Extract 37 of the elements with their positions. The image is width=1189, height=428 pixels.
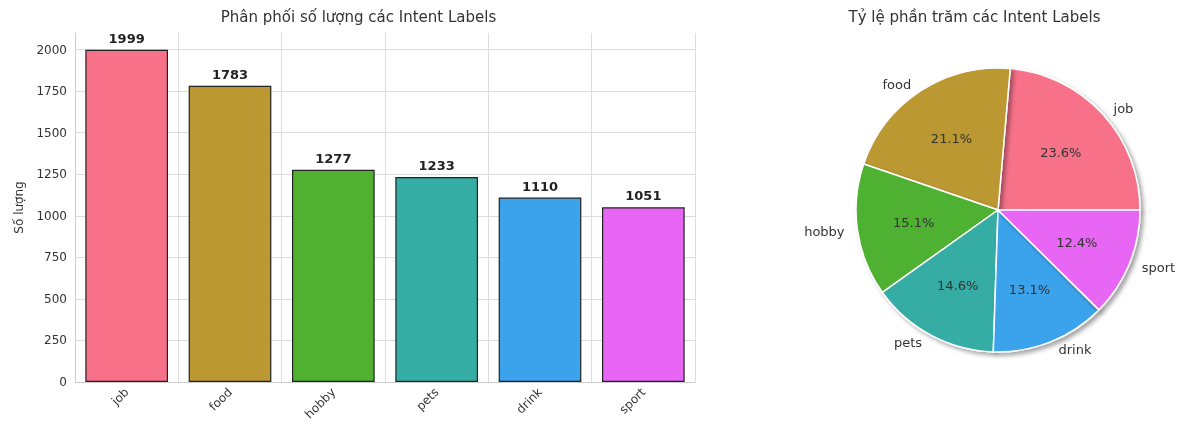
data-label: 1110 [521, 178, 559, 194]
data-label: 1233 [418, 158, 455, 174]
data-label: 1277 [315, 150, 352, 166]
y-tick-label: 250 [44, 333, 67, 348]
y-tick-label: 500 [44, 291, 67, 306]
slice-label: food [882, 76, 912, 92]
data-label: 21.1% [930, 131, 973, 147]
y-tick-label: 1750 [36, 84, 67, 99]
slice-label: hobby [804, 224, 845, 240]
data-label: 23.6% [1040, 144, 1082, 160]
bar [85, 49, 168, 382]
slice-label: job [1112, 101, 1134, 117]
bar [292, 169, 375, 382]
data-label: 12.4% [1056, 234, 1098, 250]
bar [498, 197, 582, 382]
y-tick-label: 1000 [36, 208, 67, 223]
y-tick-label: 750 [44, 250, 67, 265]
data-label: 1999 [108, 30, 145, 46]
y-tick-label: 1250 [36, 167, 67, 182]
slice-label: drink [1058, 341, 1092, 357]
bar [188, 85, 272, 382]
chart-title: Tỷ lệ phần trăm các Intent Labels [847, 7, 1101, 26]
y-tick-label: 2000 [36, 42, 67, 57]
y-tick-label: 1500 [36, 125, 67, 140]
bar [395, 177, 478, 382]
slice-label: sport [1141, 259, 1176, 275]
data-label: 13.1% [1008, 281, 1051, 297]
y-tick-label: 0 [59, 375, 67, 389]
slice-label: pets [894, 334, 923, 350]
bar [602, 207, 685, 382]
data-label: 14.6% [937, 277, 979, 293]
chart-title: Phân phối số lượng các Intent Labels [220, 7, 497, 26]
data-label: 15.1% [893, 214, 935, 230]
data-label: 1051 [625, 188, 662, 204]
y-axis-title: Số lượng [12, 181, 26, 234]
x-tick-label: job [108, 385, 132, 409]
data-label: 1783 [211, 66, 249, 82]
